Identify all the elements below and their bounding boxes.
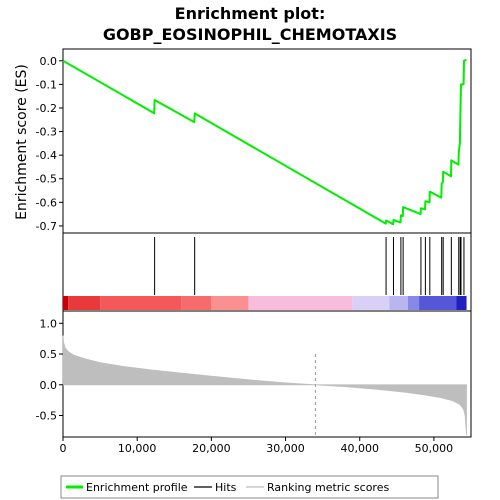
es-y-tick-label: -0.2 <box>36 102 57 115</box>
color-bar-band <box>248 296 353 310</box>
ranked-list-color-bar <box>63 296 467 310</box>
es-y-tick-label: 0.0 <box>40 55 58 68</box>
color-bar-band <box>211 296 249 310</box>
metric-y-axis: 1.0 0.5 0.0 -0.5 <box>36 317 63 422</box>
enrichment-y-axis: 0.0 -0.1 -0.2 -0.3 -0.4 -0.5 -0.6 -0.7 <box>36 55 63 233</box>
color-bar-band <box>100 296 182 310</box>
enrichment-y-axis-title: Enrichment score (ES) <box>14 64 30 220</box>
ranking-metric-area <box>62 335 467 436</box>
color-bar-band <box>389 296 408 310</box>
metric-y-tick-label: 0.0 <box>40 379 58 392</box>
metric-y-tick-label: -0.5 <box>36 409 57 422</box>
rank-x-axis: 0 10,000 20,000 30,000 40,000 50,000 <box>60 437 454 455</box>
legend-enrichment-profile-label: Enrichment profile <box>86 481 188 494</box>
metric-y-tick-label: 0.5 <box>40 348 58 361</box>
legend: Enrichment profile Hits Ranking metric s… <box>60 475 439 499</box>
enrichment-profile-line <box>62 58 467 226</box>
hits-group <box>154 237 465 295</box>
x-tick-label: 0 <box>60 442 67 455</box>
x-tick-label: 50,000 <box>415 442 454 455</box>
color-bar-band <box>68 296 101 310</box>
color-bar-band <box>63 296 69 310</box>
x-tick-label: 40,000 <box>340 442 379 455</box>
ranking-metric-group <box>62 335 467 437</box>
es-y-tick-label: -0.6 <box>36 196 57 209</box>
title-line-1: Enrichment plot: <box>175 4 326 23</box>
legend-hits-label: Hits <box>215 481 237 494</box>
enrichment-panel-frame <box>62 48 472 234</box>
enrichment-profile-group <box>62 58 467 226</box>
color-bar-band <box>352 296 390 310</box>
es-y-tick-label: -0.4 <box>36 149 57 162</box>
metric-y-tick-label: 1.0 <box>40 317 58 330</box>
color-bar-band <box>456 296 467 310</box>
x-tick-label: 20,000 <box>192 442 231 455</box>
x-tick-label: 10,000 <box>118 442 157 455</box>
color-bar-band <box>419 296 457 310</box>
color-bar-band <box>181 296 212 310</box>
es-y-tick-label: -0.7 <box>36 220 57 233</box>
color-bar-band <box>407 296 420 310</box>
legend-ranking-metric-label: Ranking metric scores <box>267 481 389 494</box>
title-line-2: GOBP_EOSINOPHIL_CHEMOTAXIS <box>103 25 397 44</box>
es-y-tick-label: -0.5 <box>36 173 57 186</box>
es-y-tick-label: -0.1 <box>36 78 57 91</box>
es-y-tick-label: -0.3 <box>36 126 57 139</box>
x-tick-label: 30,000 <box>266 442 305 455</box>
